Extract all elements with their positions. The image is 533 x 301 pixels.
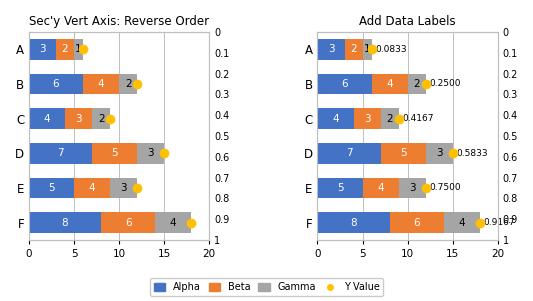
Bar <box>318 108 353 129</box>
Text: 3: 3 <box>409 183 415 193</box>
Title: Sec'y Vert Axis: Reverse Order: Sec'y Vert Axis: Reverse Order <box>29 15 209 28</box>
Text: 3: 3 <box>75 113 82 124</box>
Text: 0.4167: 0.4167 <box>402 114 434 123</box>
Text: 4: 4 <box>89 183 95 193</box>
Bar <box>65 108 92 129</box>
Text: 0.0833: 0.0833 <box>375 45 407 54</box>
Bar <box>362 178 399 198</box>
Bar <box>344 39 362 60</box>
Text: 8: 8 <box>62 218 68 228</box>
Bar <box>390 212 443 233</box>
Text: 4: 4 <box>386 79 393 89</box>
Legend: Alpha, Beta, Gamma, Y Value: Alpha, Beta, Gamma, Y Value <box>150 278 383 296</box>
Text: 7: 7 <box>57 148 64 158</box>
Bar <box>29 73 83 94</box>
Text: 3: 3 <box>39 44 46 54</box>
Bar <box>92 108 110 129</box>
Text: 6: 6 <box>413 218 420 228</box>
Bar <box>408 73 426 94</box>
Text: 5: 5 <box>48 183 55 193</box>
Text: 2: 2 <box>98 113 104 124</box>
Bar <box>74 178 110 198</box>
Bar <box>318 212 390 233</box>
Text: 4: 4 <box>332 113 339 124</box>
Bar <box>381 108 399 129</box>
Bar <box>137 143 164 164</box>
Text: 5: 5 <box>400 148 407 158</box>
Bar <box>362 39 372 60</box>
Bar <box>426 143 453 164</box>
Text: 4: 4 <box>44 113 50 124</box>
Bar <box>318 143 381 164</box>
Bar <box>29 39 56 60</box>
Bar <box>372 73 408 94</box>
Bar <box>119 73 137 94</box>
Bar <box>318 178 362 198</box>
Bar <box>29 143 92 164</box>
Text: 4: 4 <box>458 218 465 228</box>
Text: 3: 3 <box>120 183 127 193</box>
Text: 2: 2 <box>386 113 393 124</box>
Text: 4: 4 <box>377 183 384 193</box>
Text: 8: 8 <box>350 218 357 228</box>
Bar <box>381 143 426 164</box>
Bar <box>56 39 74 60</box>
Bar <box>443 212 480 233</box>
Text: 6: 6 <box>341 79 348 89</box>
Bar <box>399 178 426 198</box>
Text: 3: 3 <box>148 148 154 158</box>
Text: 1: 1 <box>364 44 370 54</box>
Text: 0.5833: 0.5833 <box>456 149 488 158</box>
Text: 7: 7 <box>346 148 352 158</box>
Bar <box>155 212 191 233</box>
Text: 2: 2 <box>413 79 420 89</box>
Text: 4: 4 <box>98 79 104 89</box>
Bar <box>29 212 101 233</box>
Text: 2: 2 <box>125 79 132 89</box>
Bar <box>92 143 137 164</box>
Bar <box>110 178 137 198</box>
Title: Add Data Labels: Add Data Labels <box>359 15 456 28</box>
Text: 6: 6 <box>53 79 59 89</box>
Bar <box>83 73 119 94</box>
Text: 4: 4 <box>170 218 176 228</box>
Text: 2: 2 <box>62 44 68 54</box>
Text: 5: 5 <box>111 148 118 158</box>
Bar <box>353 108 381 129</box>
Text: 0.2500: 0.2500 <box>429 79 461 88</box>
Bar <box>29 178 74 198</box>
Bar <box>74 39 83 60</box>
Text: 3: 3 <box>328 44 334 54</box>
Text: 3: 3 <box>364 113 370 124</box>
Text: 6: 6 <box>125 218 132 228</box>
Text: 1: 1 <box>75 44 82 54</box>
Text: 0.9167: 0.9167 <box>483 218 515 227</box>
Bar <box>318 39 344 60</box>
Bar <box>318 73 372 94</box>
Bar <box>101 212 155 233</box>
Text: 0.7500: 0.7500 <box>429 183 461 192</box>
Bar <box>29 108 65 129</box>
Text: 3: 3 <box>436 148 442 158</box>
Text: 5: 5 <box>337 183 343 193</box>
Text: 2: 2 <box>350 44 357 54</box>
